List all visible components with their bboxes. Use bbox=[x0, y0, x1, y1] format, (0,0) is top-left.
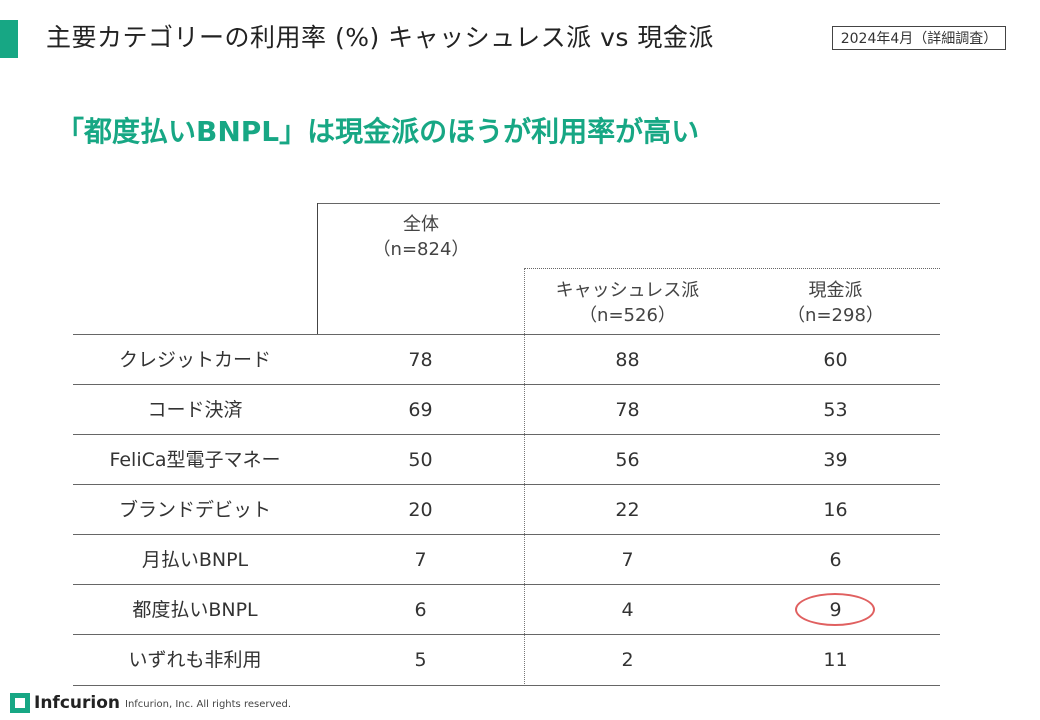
table-row: ブランドデビット 20 22 16 bbox=[73, 485, 940, 535]
row-rule bbox=[73, 434, 940, 435]
row-label: 都度払いBNPL bbox=[132, 599, 258, 621]
row-rule bbox=[73, 534, 940, 535]
header-cashless-label: キャッシュレス派 bbox=[555, 280, 700, 301]
cell-cashless: 56 bbox=[615, 449, 640, 471]
header-all-n: （n=824） bbox=[372, 239, 470, 260]
row-rule bbox=[73, 384, 940, 385]
company-logo: Infcurion bbox=[10, 693, 120, 713]
table-row: 月払いBNPL 7 7 6 bbox=[73, 535, 940, 585]
row-rule bbox=[73, 634, 940, 635]
cell-all: 69 bbox=[408, 399, 433, 421]
cell-genkin: 39 bbox=[823, 449, 848, 471]
cell-genkin: 6 bbox=[829, 549, 842, 571]
cell-all: 78 bbox=[408, 349, 433, 371]
cell-cashless: 88 bbox=[615, 349, 640, 371]
header-bottom-rule bbox=[73, 334, 940, 335]
row-label: FeliCa型電子マネー bbox=[109, 449, 281, 471]
table-row: いずれも非利用 5 2 11 bbox=[73, 635, 940, 685]
cell-cashless: 78 bbox=[615, 399, 640, 421]
table-row: クレジットカード 78 88 60 bbox=[73, 335, 940, 385]
table-row: FeliCa型電子マネー 50 56 39 bbox=[73, 435, 940, 485]
header-top-rule bbox=[318, 203, 940, 204]
header-all-label: 全体 bbox=[403, 214, 439, 235]
date-badge: 2024年4月（詳細調査） bbox=[832, 26, 1006, 50]
cell-all: 20 bbox=[408, 499, 433, 521]
column-divider-dotted bbox=[524, 268, 525, 686]
row-label: 月払いBNPL bbox=[141, 549, 249, 571]
header-genkin: 現金派 （n=298） bbox=[731, 278, 940, 328]
row-label: いずれも非利用 bbox=[128, 649, 262, 671]
header-cashless: キャッシュレス派 （n=526） bbox=[524, 278, 731, 328]
header-cashless-n: （n=526） bbox=[579, 305, 676, 326]
headline: 「都度払いBNPL」は現金派のほうが利用率が高い bbox=[56, 115, 700, 148]
cell-cashless: 4 bbox=[621, 599, 634, 621]
header-genkin-n: （n=298） bbox=[787, 305, 884, 326]
header-genkin-label: 現金派 bbox=[808, 280, 863, 301]
header-left-rule bbox=[317, 203, 318, 334]
highlight-circle bbox=[795, 593, 875, 626]
cell-all: 6 bbox=[414, 599, 427, 621]
cell-all: 50 bbox=[408, 449, 433, 471]
row-label: コード決済 bbox=[147, 399, 243, 421]
cell-cashless: 7 bbox=[621, 549, 634, 571]
subheader-dotted-rule bbox=[524, 268, 940, 269]
cell-genkin: 60 bbox=[823, 349, 848, 371]
row-label: クレジットカード bbox=[118, 349, 271, 371]
cell-all: 5 bbox=[414, 649, 427, 671]
cell-cashless: 22 bbox=[615, 499, 640, 521]
cell-all: 7 bbox=[414, 549, 427, 571]
row-label: ブランドデビット bbox=[118, 499, 271, 521]
cell-cashless: 2 bbox=[621, 649, 634, 671]
header-all: 全体 （n=824） bbox=[318, 212, 524, 262]
logo-text: Infcurion bbox=[34, 693, 120, 713]
title-accent-bar bbox=[0, 20, 18, 58]
table-bottom-rule bbox=[73, 685, 940, 686]
cell-genkin: 11 bbox=[823, 649, 848, 671]
logo-mark-icon bbox=[10, 693, 30, 713]
slide-title: 主要カテゴリーの利用率 (%) キャッシュレス派 vs 現金派 bbox=[46, 23, 714, 52]
copyright: Infcurion, Inc. All rights reserved. bbox=[125, 699, 292, 710]
table-row: コード決済 69 78 53 bbox=[73, 385, 940, 435]
row-rule bbox=[73, 484, 940, 485]
cell-genkin: 53 bbox=[823, 399, 848, 421]
cell-genkin: 16 bbox=[823, 499, 848, 521]
row-rule bbox=[73, 584, 940, 585]
